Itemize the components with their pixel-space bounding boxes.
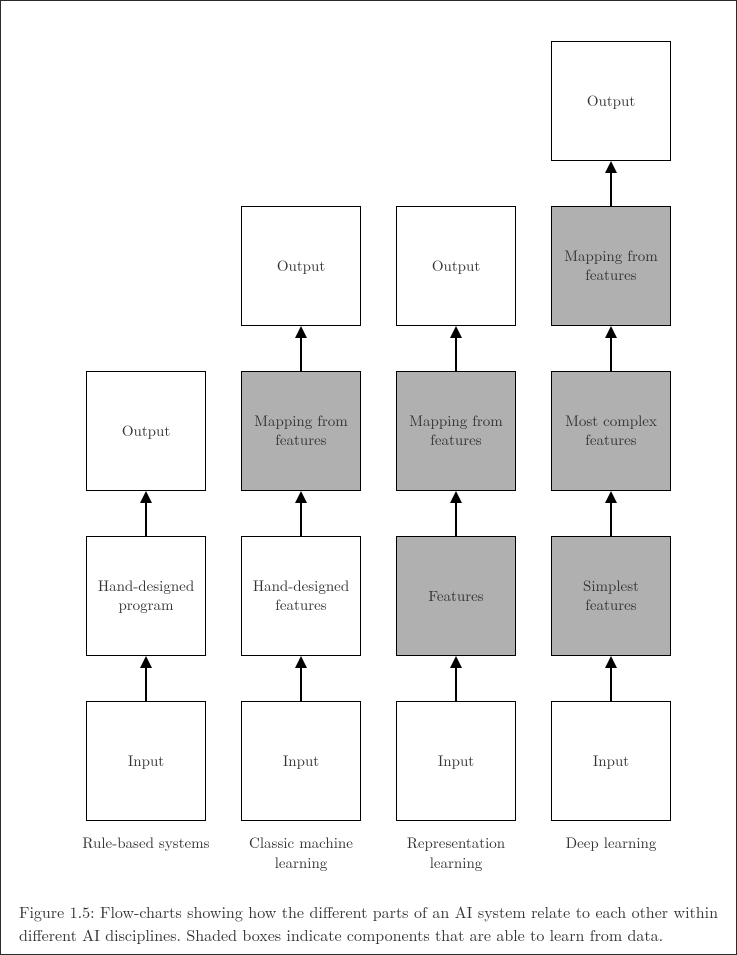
column-label: Representation learning bbox=[386, 833, 526, 872]
flowchart-node: Input bbox=[551, 701, 671, 821]
flowchart-node: Output bbox=[86, 371, 206, 491]
flowchart-arrow bbox=[300, 668, 302, 701]
caption-label: Figure 1.5: bbox=[19, 900, 95, 923]
flowchart-arrowhead bbox=[605, 326, 617, 338]
flowchart-node: Hand-designed features bbox=[241, 536, 361, 656]
flowchart-node: Input bbox=[86, 701, 206, 821]
flowchart-node: Input bbox=[241, 701, 361, 821]
flowchart-arrow bbox=[455, 338, 457, 371]
flowchart-arrowhead bbox=[450, 326, 462, 338]
flowchart-arrowhead bbox=[295, 656, 307, 668]
flowchart-node: Mapping from features bbox=[241, 371, 361, 491]
column-label: Deep learning bbox=[541, 833, 681, 853]
flowchart-node: Simplest features bbox=[551, 536, 671, 656]
flowchart-arrowhead bbox=[605, 161, 617, 173]
flowchart-arrow bbox=[455, 503, 457, 536]
flowchart-arrow bbox=[610, 173, 612, 206]
flowchart-arrowhead bbox=[450, 656, 462, 668]
column-label: Rule-based systems bbox=[76, 833, 216, 853]
caption-text: Flow-charts showing how the different pa… bbox=[19, 900, 718, 946]
flowchart-arrowhead bbox=[295, 326, 307, 338]
flowchart-arrowhead bbox=[605, 656, 617, 668]
flowchart-node: Output bbox=[551, 41, 671, 161]
flowchart-node: Input bbox=[396, 701, 516, 821]
flowchart-arrow bbox=[300, 338, 302, 371]
flowchart-arrow bbox=[145, 503, 147, 536]
flowchart-node: Most complex features bbox=[551, 371, 671, 491]
flowchart-arrow bbox=[455, 668, 457, 701]
figure-caption: Figure 1.5: Flow-charts showing how the … bbox=[19, 900, 718, 946]
column-label: Classic machine learning bbox=[231, 833, 371, 872]
flowchart-node: Output bbox=[396, 206, 516, 326]
flowchart-node: Mapping from features bbox=[551, 206, 671, 326]
flowchart-node: Mapping from features bbox=[396, 371, 516, 491]
flowchart-node: Output bbox=[241, 206, 361, 326]
flowchart-node: Features bbox=[396, 536, 516, 656]
flowchart-arrow bbox=[610, 503, 612, 536]
flowchart-arrow bbox=[610, 668, 612, 701]
flowchart-diagram: Input Hand-designed program Output Input Han… bbox=[1, 1, 737, 881]
flowchart-arrowhead bbox=[140, 491, 152, 503]
flowchart-arrowhead bbox=[605, 491, 617, 503]
flowchart-arrow bbox=[145, 668, 147, 701]
flowchart-arrowhead bbox=[140, 656, 152, 668]
flowchart-node: Hand-designed program bbox=[86, 536, 206, 656]
flowchart-arrow bbox=[300, 503, 302, 536]
flowchart-arrowhead bbox=[295, 491, 307, 503]
flowchart-arrow bbox=[610, 338, 612, 371]
flowchart-arrowhead bbox=[450, 491, 462, 503]
figure-page: Input Hand-designed program Output Input Han… bbox=[0, 0, 737, 955]
